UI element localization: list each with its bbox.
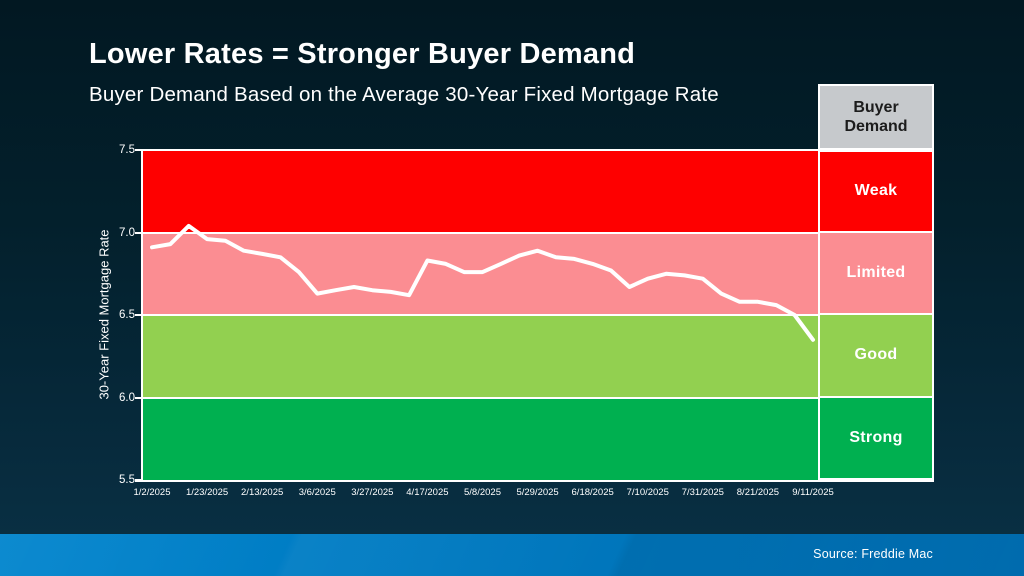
legend-cell-limited: Limited (820, 232, 932, 313)
x-tick-label: 9/11/2025 (792, 487, 834, 498)
x-tick-label: 1/23/2025 (185, 487, 229, 498)
y-tick-label: 5.5 (119, 474, 135, 486)
y-tick-label: 6.0 (119, 391, 135, 404)
x-tick-label: 5/29/2025 (516, 487, 559, 498)
x-tick-label: 7/31/2025 (681, 487, 724, 498)
demand-band-strong (143, 397, 818, 480)
demand-band-good (143, 315, 818, 398)
y-tick-mark (135, 231, 141, 234)
y-tick-mark (135, 479, 141, 481)
y-tick-mark (135, 149, 141, 151)
x-tick-label: 5/8/2025 (464, 487, 501, 498)
band-boundary-line (143, 314, 818, 316)
x-tick-label: 8/21/2025 (736, 487, 780, 498)
x-axis-line (135, 480, 818, 482)
y-tick-label: 6.5 (119, 309, 135, 321)
x-tick-label: 7/10/2025 (626, 487, 669, 498)
page-title: Lower Rates = Stronger Buyer Demand (89, 38, 636, 70)
y-tick-mark (135, 314, 141, 316)
legend-cell-strong: Strong (820, 397, 932, 478)
mortgage-rate-line (150, 223, 815, 342)
y-tick-label: 7.5 (119, 144, 135, 156)
footer-bar: Source: Freddie Mac (0, 534, 1024, 576)
x-tick-label: 1/2/2025 (133, 487, 171, 498)
x-tick-label: 4/17/2025 (406, 487, 449, 498)
legend-cell-good: Good (820, 315, 932, 396)
x-tick-label: 6/18/2025 (571, 487, 614, 498)
y-axis-line (141, 149, 143, 482)
legend-cell-weak: Weak (820, 152, 932, 231)
x-tick-label: 2/13/2025 (241, 487, 284, 498)
page-subtitle: Buyer Demand Based on the Average 30-Yea… (89, 83, 719, 106)
band-boundary-line (143, 231, 818, 234)
y-tick-label: 7.0 (119, 226, 135, 239)
band-boundary-line (143, 149, 818, 151)
x-tick-label: 3/27/2025 (351, 487, 394, 498)
band-boundary-line (143, 396, 818, 399)
x-tick-label: 3/6/2025 (298, 487, 336, 498)
demand-band-weak (143, 150, 818, 233)
y-tick-mark (135, 396, 141, 399)
legend-header: Buyer Demand (820, 86, 932, 148)
source-credit: Source: Freddie Mac (813, 547, 933, 561)
